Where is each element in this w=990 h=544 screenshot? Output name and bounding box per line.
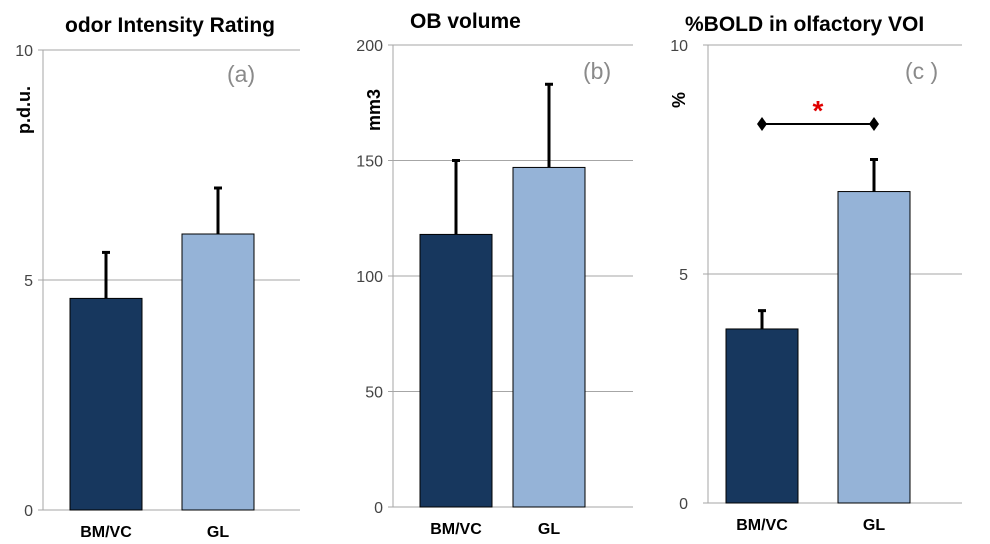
panel-label: (a) [227,61,255,87]
chart-panel-c: 0 5 10 BM/VC GL %BOLD in olfactory VOI (c )% * [669,13,962,534]
bar-gl [837,191,911,504]
bar-bm-vc [69,297,143,511]
y-tick-label: 10 [15,43,33,60]
bar-gl [512,166,586,508]
y-tick-label: 100 [356,269,383,286]
y-tick-label: 200 [356,38,383,55]
chart-title: %BOLD in olfactory VOI [685,13,924,36]
y-tick-label: 0 [374,500,383,517]
x-category-label: BM/VC [430,521,482,538]
y-axis-label: mm3 [364,89,384,131]
panel-label: (b) [583,58,611,84]
chart-panel-b: 0 50 100 150 200 BM/VC GL OB volume (b) mm3 [356,10,633,538]
y-axis-label: % [669,92,689,108]
x-category-label: GL [863,517,885,534]
bar-bm-vc [725,328,799,504]
chart-panel-a: 0 5 10 BM/VC GL odor Intensity Rating (a) p.d.u… [14,14,300,541]
x-category-label: BM/VC [736,517,788,534]
significance-asterisk: * [813,95,824,126]
y-tick-label: 5 [679,267,688,284]
y-tick-label: 0 [24,503,33,520]
y-tick-label: 10 [670,38,688,55]
y-tick-label: 0 [679,496,688,513]
chart-title: OB volume [410,10,521,33]
y-tick-label: 50 [365,385,383,402]
diamond-marker [757,117,767,131]
bar-bm-vc [419,233,493,508]
x-category-label: GL [207,524,229,541]
x-category-label: BM/VC [80,524,132,541]
panel-label: (c ) [905,58,938,84]
y-tick-label: 5 [24,273,33,290]
x-category-label: GL [538,521,560,538]
y-tick-label: 150 [356,154,383,171]
bar-gl [181,233,255,511]
y-axis-label: p.d.u. [14,86,34,134]
chart-title: odor Intensity Rating [65,14,275,37]
diamond-marker [869,117,879,131]
